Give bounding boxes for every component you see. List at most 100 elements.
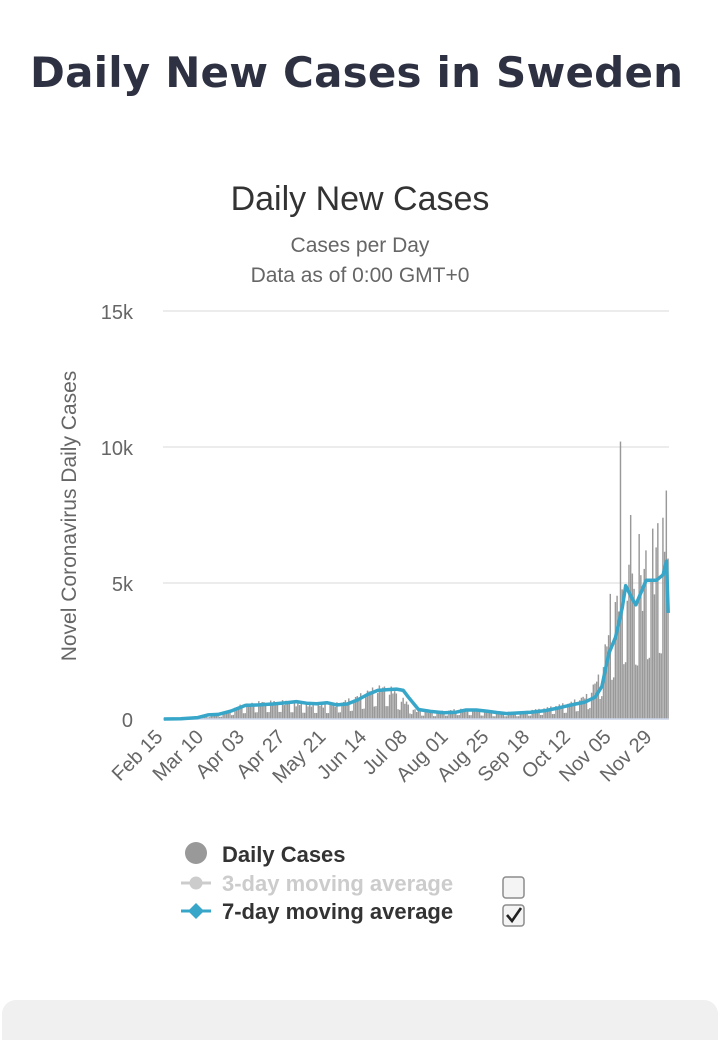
bar-daily-cases xyxy=(394,691,395,719)
bar-daily-cases xyxy=(375,706,376,719)
bar-daily-cases xyxy=(401,702,402,719)
bar-daily-cases xyxy=(623,664,624,719)
bar-daily-cases xyxy=(652,529,653,719)
bar-daily-cases xyxy=(589,708,590,719)
bar-daily-cases xyxy=(598,675,599,719)
bar-daily-cases xyxy=(380,689,381,719)
chart: Daily New Cases Cases per Day Data as of… xyxy=(0,0,720,1000)
bar-daily-cases xyxy=(655,547,656,719)
bar-daily-cases xyxy=(324,703,325,719)
gridlines xyxy=(163,311,669,583)
bar-daily-cases xyxy=(245,713,246,719)
y-tick-label: 0 xyxy=(122,710,133,732)
bar-daily-cases xyxy=(255,712,256,719)
bar-daily-cases xyxy=(323,708,324,719)
bar-daily-cases xyxy=(304,713,305,719)
bar-daily-cases xyxy=(363,709,364,719)
bar-daily-cases xyxy=(399,710,400,719)
bar-daily-cases xyxy=(662,518,663,719)
legend-item-3-day-moving-average[interactable]: 3-day moving average xyxy=(181,871,524,898)
bar-daily-cases xyxy=(350,711,351,719)
bar-daily-cases xyxy=(314,713,315,719)
checkbox-3-day-moving-average[interactable] xyxy=(503,877,524,898)
bar-daily-cases xyxy=(654,594,655,719)
bar-daily-cases xyxy=(397,709,398,719)
bar-daily-cases xyxy=(613,677,614,719)
bar-daily-cases xyxy=(591,693,592,719)
bar-daily-cases xyxy=(268,712,269,719)
bar-daily-cases xyxy=(577,711,578,719)
legend-3-day-marker xyxy=(190,877,203,890)
bar-daily-cases xyxy=(302,713,303,719)
bar-daily-cases xyxy=(404,704,405,719)
bar-daily-cases xyxy=(633,589,634,719)
legend-item-7-day-moving-average[interactable]: 7-day moving average xyxy=(181,899,524,926)
bar-daily-cases xyxy=(229,712,230,719)
bar-daily-cases xyxy=(638,534,639,719)
bar-daily-cases xyxy=(377,693,378,719)
bar-daily-cases xyxy=(657,523,658,719)
bar-daily-cases xyxy=(582,697,583,719)
bar-daily-cases xyxy=(374,706,375,719)
bar-daily-cases xyxy=(241,708,242,719)
bar-daily-cases xyxy=(564,713,565,719)
bar-daily-cases xyxy=(642,611,643,719)
y-tick-label: 15k xyxy=(101,302,134,324)
bar-daily-cases xyxy=(280,712,281,719)
bar-daily-cases xyxy=(419,711,420,719)
bar-daily-cases xyxy=(647,659,648,719)
bar-daily-cases xyxy=(424,712,425,719)
bar-daily-cases xyxy=(645,550,646,719)
bar-daily-cases xyxy=(362,709,363,719)
bar-daily-cases xyxy=(649,658,650,719)
bar-daily-cases xyxy=(428,713,429,719)
bar-daily-cases xyxy=(576,711,577,719)
bar-daily-cases xyxy=(318,704,319,719)
bar-daily-cases xyxy=(387,706,388,719)
bar-daily-cases xyxy=(299,705,300,719)
bar-daily-cases xyxy=(370,691,371,719)
chart-subtitle: Cases per Day xyxy=(291,234,430,257)
bar-daily-cases xyxy=(604,644,605,719)
bar-daily-cases xyxy=(243,713,244,719)
legend-item-daily-cases[interactable]: Daily Cases xyxy=(185,842,346,867)
bar-daily-cases xyxy=(599,699,600,719)
bar-daily-cases xyxy=(414,709,415,719)
bar-daily-cases xyxy=(328,713,329,719)
bar-daily-cases xyxy=(334,707,335,719)
legend: Daily Cases 3-day moving average 7-day m… xyxy=(181,842,524,926)
bar-daily-cases xyxy=(306,703,307,719)
chart-data-as-of: Data as of 0:00 GMT+0 xyxy=(251,264,470,287)
bar-daily-cases xyxy=(587,709,588,719)
bar-daily-cases xyxy=(594,684,595,719)
bar-daily-cases xyxy=(307,706,308,719)
bar-daily-cases xyxy=(611,680,612,719)
bar-daily-cases xyxy=(340,712,341,719)
bar-daily-cases xyxy=(338,713,339,719)
bar-daily-cases xyxy=(659,653,660,719)
bar-daily-cases xyxy=(486,712,487,719)
bar-daily-cases xyxy=(301,703,302,719)
bar-daily-cases xyxy=(586,694,587,719)
bar-daily-cases xyxy=(278,712,279,719)
bar-daily-cases xyxy=(650,579,651,719)
bar-daily-cases xyxy=(294,701,295,719)
bar-daily-cases xyxy=(392,693,393,719)
series-line-7-day-moving-average xyxy=(164,561,668,719)
bar-daily-cases xyxy=(554,714,555,719)
bar-daily-cases xyxy=(391,687,392,719)
bar-daily-cases xyxy=(284,705,285,719)
bar-daily-cases xyxy=(396,694,397,719)
bar-daily-cases xyxy=(637,665,638,719)
legend-daily-cases-label: Daily Cases xyxy=(222,842,346,867)
bar-daily-cases xyxy=(616,596,617,719)
bar-daily-cases xyxy=(431,713,432,719)
bar-daily-cases xyxy=(467,711,468,719)
legend-7-day-marker xyxy=(188,903,204,919)
daily-cases-bars xyxy=(163,442,669,719)
bar-daily-cases xyxy=(406,702,407,719)
bar-daily-cases xyxy=(292,712,293,719)
bar-daily-cases xyxy=(253,705,254,719)
